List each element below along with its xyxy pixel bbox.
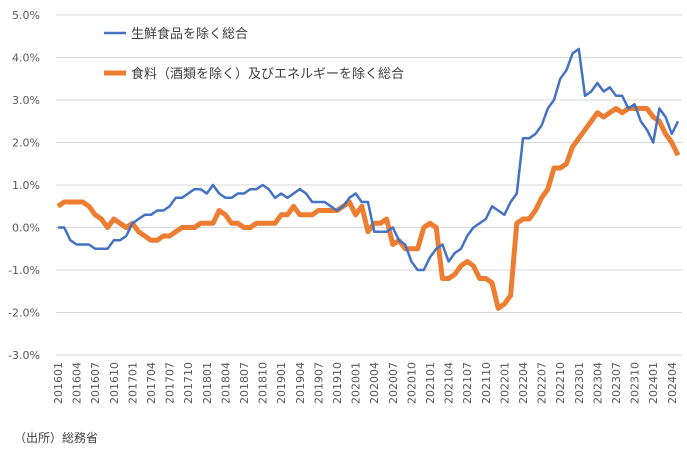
x-tick-label: 202001 <box>350 362 363 404</box>
x-tick-label: 201710 <box>182 362 195 404</box>
y-tick-label: -1.0% <box>8 264 40 277</box>
series-line-core <box>58 47 680 272</box>
x-tick-label: 201810 <box>257 362 270 404</box>
x-tick-label: 201610 <box>108 362 121 404</box>
x-tick-label: 202104 <box>443 362 456 404</box>
y-tick-label: 1.0% <box>12 179 40 192</box>
x-tick-label: 201801 <box>201 362 214 404</box>
x-tick-label: 201607 <box>89 362 102 404</box>
x-tick-label: 202110 <box>480 362 493 404</box>
x-tick-label: 201701 <box>126 362 139 404</box>
legend-label-core: 生鮮食品を除く総合 <box>131 26 248 42</box>
source-note: （出所）総務省 <box>14 431 99 445</box>
x-tick-label: 202301 <box>573 362 586 404</box>
x-tick-label: 201704 <box>145 362 158 404</box>
x-tick-label: 202010 <box>405 362 418 404</box>
x-tick-label: 202004 <box>368 362 381 404</box>
y-tick-label: 5.0% <box>12 9 40 22</box>
series-lines <box>56 47 681 311</box>
y-tick-label: 3.0% <box>12 94 40 107</box>
x-tick-label: 201910 <box>331 362 344 404</box>
x-tick-label: 201901 <box>275 362 288 404</box>
x-tick-label: 201904 <box>294 362 307 404</box>
x-tick-label: 202101 <box>424 362 437 404</box>
x-tick-label: 201707 <box>164 362 177 404</box>
x-tick-label: 201807 <box>238 362 251 404</box>
y-tick-label: -3.0% <box>8 349 40 362</box>
x-tick-label: 201907 <box>312 362 325 404</box>
x-axis-ticks: 201601 201604 201607 201610 201701 201704 2017… <box>52 362 679 404</box>
y-tick-label: -2.0% <box>8 307 40 320</box>
x-tick-label: 202404 <box>666 362 679 404</box>
x-tick-label: 202007 <box>387 362 400 404</box>
legend: 生鮮食品を除く総合 食料（酒類を除く）及びエネルギーを除く総合 <box>104 26 404 82</box>
x-tick-label: 202107 <box>461 362 474 404</box>
x-tick-label: 202207 <box>536 362 549 404</box>
x-tick-label: 202401 <box>647 362 660 404</box>
y-tick-label: 2.0% <box>12 137 40 150</box>
legend-label-corecore: 食料（酒類を除く）及びエネルギーを除く総合 <box>131 66 404 82</box>
y-tick-label: 0.0% <box>12 222 40 235</box>
y-axis-ticks: -3.0% -2.0% -1.0% 0.0% 1.0% 2.0% 3.0% 4.0% 5.0% <box>8 9 40 362</box>
series-line-corecore <box>56 106 681 311</box>
y-tick-label: 4.0% <box>12 52 40 65</box>
x-tick-label: 202304 <box>591 362 604 404</box>
gridlines <box>56 14 682 356</box>
x-tick-label: 201804 <box>219 362 232 404</box>
x-tick-label: 202204 <box>517 362 530 404</box>
x-tick-label: 201604 <box>71 362 84 404</box>
x-tick-label: 202210 <box>554 362 567 404</box>
x-tick-label: 202201 <box>498 362 511 404</box>
x-tick-label: 202307 <box>610 362 623 404</box>
x-tick-label: 202310 <box>629 362 642 404</box>
x-tick-label: 201601 <box>52 362 65 404</box>
